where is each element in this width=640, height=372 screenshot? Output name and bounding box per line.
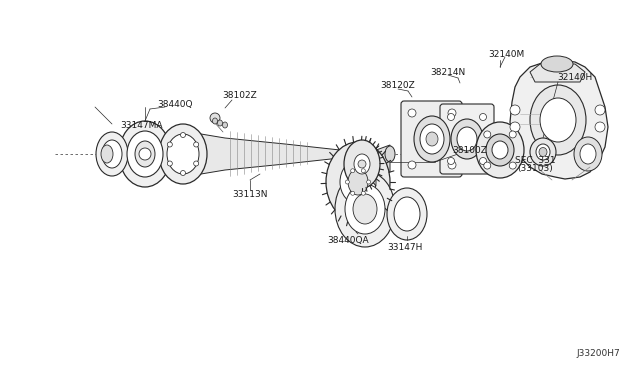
Ellipse shape xyxy=(326,142,390,222)
Ellipse shape xyxy=(530,138,556,166)
Circle shape xyxy=(447,113,454,121)
Ellipse shape xyxy=(348,169,368,195)
Text: 33147MA: 33147MA xyxy=(121,121,163,129)
Ellipse shape xyxy=(540,98,576,142)
Ellipse shape xyxy=(345,184,385,234)
Circle shape xyxy=(484,131,491,138)
Circle shape xyxy=(358,160,366,168)
Ellipse shape xyxy=(210,113,220,123)
Circle shape xyxy=(447,157,454,164)
Ellipse shape xyxy=(426,132,438,146)
Circle shape xyxy=(509,162,516,169)
Ellipse shape xyxy=(420,124,444,154)
Ellipse shape xyxy=(354,154,370,174)
Circle shape xyxy=(167,161,172,166)
Ellipse shape xyxy=(451,119,483,159)
Ellipse shape xyxy=(340,160,376,204)
Text: 38102Z: 38102Z xyxy=(223,90,257,99)
Polygon shape xyxy=(510,60,608,179)
Text: 33147H: 33147H xyxy=(387,243,422,251)
Circle shape xyxy=(509,131,516,138)
Ellipse shape xyxy=(101,145,113,163)
Circle shape xyxy=(139,148,151,160)
Circle shape xyxy=(194,142,198,147)
Circle shape xyxy=(194,161,198,166)
Circle shape xyxy=(484,162,491,169)
Text: 38440Q: 38440Q xyxy=(157,99,193,109)
Ellipse shape xyxy=(574,137,602,171)
Ellipse shape xyxy=(159,124,207,184)
Ellipse shape xyxy=(127,131,163,177)
Text: SEC. 331: SEC. 331 xyxy=(515,155,556,164)
Text: 32140H: 32140H xyxy=(557,73,593,81)
Ellipse shape xyxy=(119,121,171,187)
Text: 38440QA: 38440QA xyxy=(327,235,369,244)
Ellipse shape xyxy=(102,140,122,168)
Ellipse shape xyxy=(530,85,586,155)
Circle shape xyxy=(180,132,186,138)
Text: 33113N: 33113N xyxy=(232,189,268,199)
Ellipse shape xyxy=(344,140,380,188)
Ellipse shape xyxy=(385,146,395,162)
Circle shape xyxy=(367,180,371,184)
Polygon shape xyxy=(530,64,585,82)
Polygon shape xyxy=(357,145,390,172)
Circle shape xyxy=(479,157,486,164)
Ellipse shape xyxy=(335,171,395,247)
Circle shape xyxy=(408,161,416,169)
Circle shape xyxy=(346,180,349,184)
Circle shape xyxy=(408,109,416,117)
Circle shape xyxy=(510,105,520,115)
Ellipse shape xyxy=(387,188,427,240)
Circle shape xyxy=(180,170,186,176)
Text: 38120Z: 38120Z xyxy=(381,80,415,90)
Circle shape xyxy=(351,191,355,195)
Ellipse shape xyxy=(457,127,477,151)
Ellipse shape xyxy=(394,197,420,231)
Circle shape xyxy=(362,169,365,173)
Text: 32140M: 32140M xyxy=(488,49,524,58)
Text: (33103): (33103) xyxy=(517,164,553,173)
Ellipse shape xyxy=(212,118,218,124)
Circle shape xyxy=(595,122,605,132)
FancyBboxPatch shape xyxy=(401,101,462,177)
Polygon shape xyxy=(183,124,390,184)
Ellipse shape xyxy=(476,122,524,178)
Ellipse shape xyxy=(167,134,199,174)
Ellipse shape xyxy=(96,132,128,176)
Text: J33200H7: J33200H7 xyxy=(576,350,620,359)
Circle shape xyxy=(362,191,365,195)
Ellipse shape xyxy=(539,148,547,157)
Ellipse shape xyxy=(218,120,223,126)
Ellipse shape xyxy=(135,141,155,167)
Circle shape xyxy=(448,161,456,169)
Ellipse shape xyxy=(414,116,450,162)
FancyBboxPatch shape xyxy=(440,104,494,174)
Circle shape xyxy=(351,169,355,173)
Circle shape xyxy=(167,142,172,147)
Ellipse shape xyxy=(223,122,227,128)
Ellipse shape xyxy=(486,134,514,166)
Ellipse shape xyxy=(536,144,550,160)
Circle shape xyxy=(448,109,456,117)
Ellipse shape xyxy=(353,194,377,224)
Circle shape xyxy=(595,105,605,115)
Ellipse shape xyxy=(492,141,508,159)
Ellipse shape xyxy=(580,144,596,164)
Text: 38100Z: 38100Z xyxy=(452,145,488,154)
Text: 38214N: 38214N xyxy=(430,67,466,77)
Circle shape xyxy=(479,113,486,121)
Ellipse shape xyxy=(541,56,573,72)
Circle shape xyxy=(510,122,520,132)
